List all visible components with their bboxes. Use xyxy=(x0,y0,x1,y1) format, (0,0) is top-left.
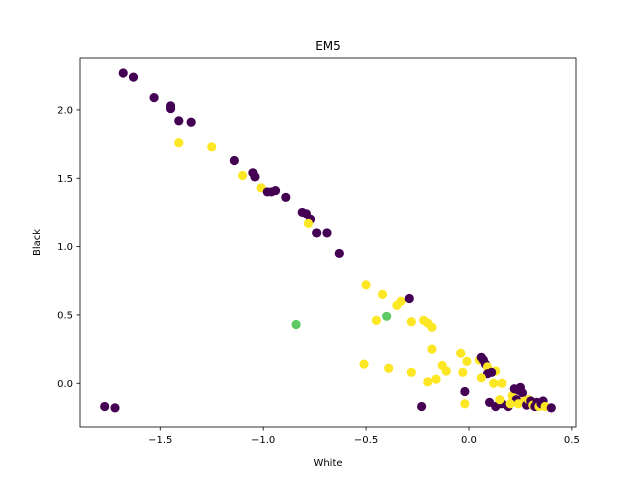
data-point xyxy=(174,116,184,126)
y-axis-label: Black xyxy=(32,229,43,256)
data-point xyxy=(186,117,196,127)
data-point xyxy=(427,322,437,332)
y-tick-label: 0.0 xyxy=(57,379,73,390)
data-point xyxy=(361,280,371,290)
data-point xyxy=(497,378,507,388)
data-point xyxy=(371,315,381,325)
data-point xyxy=(229,155,239,166)
data-point xyxy=(406,317,416,327)
x-tick-label: −1.5 xyxy=(148,435,172,446)
data-point xyxy=(100,401,110,412)
data-point xyxy=(427,344,437,354)
data-point xyxy=(546,403,556,413)
data-point xyxy=(441,366,451,376)
x-tick-label: 0.5 xyxy=(564,435,580,446)
data-point xyxy=(312,228,322,238)
data-point xyxy=(334,248,344,259)
data-point xyxy=(417,401,427,412)
y-tick-label: 0.5 xyxy=(57,310,73,321)
data-point xyxy=(458,367,468,377)
data-point xyxy=(165,103,176,114)
data-point xyxy=(110,403,120,413)
data-point xyxy=(396,296,406,306)
data-point xyxy=(237,170,248,181)
chart-title: EM5 xyxy=(315,39,341,53)
data-point xyxy=(207,142,217,152)
data-point xyxy=(505,399,515,409)
data-point xyxy=(174,138,184,148)
data-point xyxy=(359,359,369,369)
plot-frame xyxy=(79,57,577,428)
data-point xyxy=(291,319,301,330)
data-point xyxy=(250,172,260,182)
y-tick-label: 1.5 xyxy=(57,174,73,185)
data-point xyxy=(270,185,281,196)
data-point xyxy=(404,293,414,304)
data-point xyxy=(384,363,394,373)
data-point xyxy=(303,218,314,228)
x-tick-label: −1.0 xyxy=(251,435,275,446)
data-point xyxy=(517,388,528,398)
data-point xyxy=(476,373,486,383)
data-point xyxy=(489,378,499,388)
data-point xyxy=(431,374,441,384)
data-point xyxy=(128,72,139,82)
data-point xyxy=(460,399,470,409)
data-point xyxy=(382,311,392,321)
data-point xyxy=(377,289,388,300)
data-point xyxy=(149,93,159,103)
data-point xyxy=(487,367,497,377)
data-point xyxy=(423,377,433,387)
points-layer xyxy=(100,68,556,413)
data-point xyxy=(462,356,472,366)
data-point xyxy=(118,68,128,78)
data-point xyxy=(322,228,332,238)
data-point xyxy=(460,386,470,397)
x-tick-label: 0.0 xyxy=(461,435,477,446)
data-point xyxy=(406,367,416,377)
x-axis-label: White xyxy=(313,458,342,469)
y-axis-ticks: 0.0 0.5 1.0 1.5 2.0 xyxy=(57,105,80,390)
x-tick-label: −0.5 xyxy=(354,435,378,446)
data-point xyxy=(495,395,505,405)
x-axis-ticks: −1.5 −1.0 −0.5 0.0 0.5 xyxy=(148,427,580,446)
data-point xyxy=(281,192,291,202)
data-point xyxy=(456,348,466,358)
y-tick-label: 1.0 xyxy=(57,242,73,253)
y-tick-label: 2.0 xyxy=(57,105,73,116)
